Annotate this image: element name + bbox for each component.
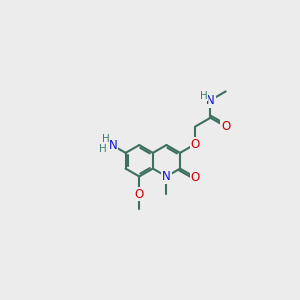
Text: H: H bbox=[102, 134, 110, 144]
Text: O: O bbox=[190, 138, 200, 151]
Text: O: O bbox=[135, 188, 144, 200]
Text: N: N bbox=[162, 170, 171, 183]
Text: N: N bbox=[206, 94, 215, 107]
Text: N: N bbox=[108, 139, 117, 152]
Text: H: H bbox=[200, 91, 207, 100]
Text: O: O bbox=[190, 171, 200, 184]
Text: O: O bbox=[221, 120, 230, 133]
Text: H: H bbox=[99, 144, 107, 154]
